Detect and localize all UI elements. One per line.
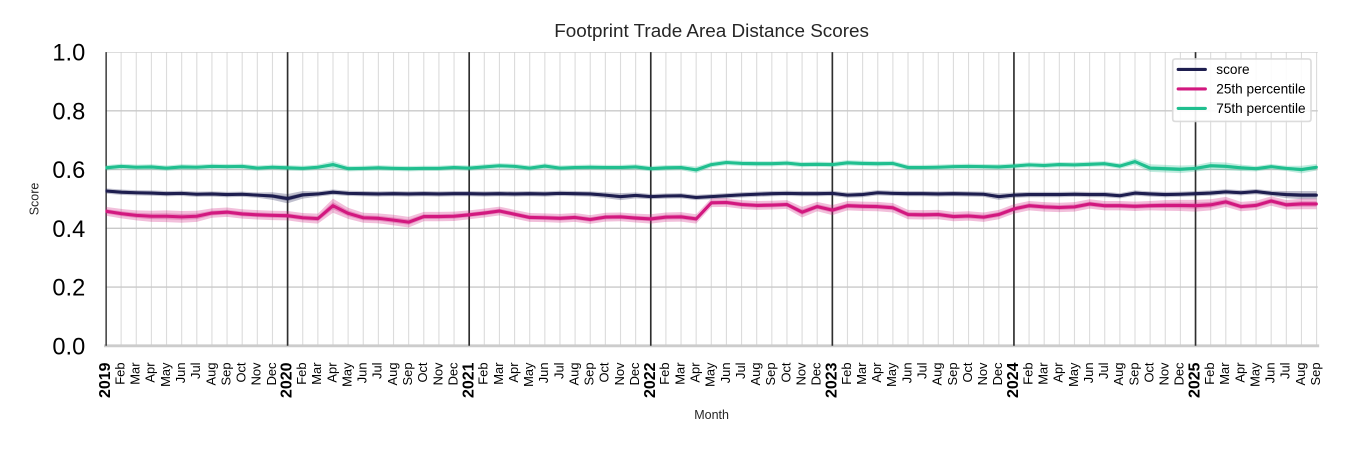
svg-text:Jul: Jul	[1096, 362, 1111, 379]
svg-text:Nov: Nov	[612, 362, 627, 385]
svg-text:75th percentile: 75th percentile	[1216, 101, 1305, 116]
svg-text:0.4: 0.4	[52, 217, 85, 243]
svg-text:Nov: Nov	[249, 362, 264, 385]
svg-text:2022: 2022	[642, 362, 659, 398]
svg-text:Aug: Aug	[566, 362, 581, 385]
svg-text:Sep: Sep	[1308, 362, 1323, 385]
svg-text:1.0: 1.0	[52, 41, 85, 67]
svg-text:Aug: Aug	[930, 362, 945, 385]
svg-text:May: May	[1247, 362, 1262, 387]
svg-text:Sep: Sep	[945, 362, 960, 385]
svg-text:Jul: Jul	[1278, 362, 1293, 379]
svg-text:Feb: Feb	[839, 362, 854, 384]
svg-text:Oct: Oct	[415, 362, 430, 382]
svg-text:Jun: Jun	[1263, 362, 1278, 383]
svg-text:May: May	[703, 362, 718, 387]
svg-text:Jun: Jun	[899, 362, 914, 383]
svg-text:Mar: Mar	[491, 362, 506, 385]
svg-text:Feb: Feb	[476, 362, 491, 384]
svg-text:Jul: Jul	[733, 362, 748, 379]
svg-text:Dec: Dec	[264, 362, 279, 385]
svg-text:Aug: Aug	[385, 362, 400, 385]
svg-text:Nov: Nov	[1157, 362, 1172, 385]
svg-text:Dec: Dec	[445, 362, 460, 385]
svg-text:2021: 2021	[460, 362, 477, 398]
svg-text:Oct: Oct	[960, 362, 975, 382]
svg-text:Apr: Apr	[688, 362, 703, 383]
svg-text:2024: 2024	[1005, 362, 1022, 398]
svg-text:Apr: Apr	[1232, 362, 1247, 383]
svg-text:Jul: Jul	[370, 362, 385, 379]
svg-text:Jul: Jul	[914, 362, 929, 379]
svg-text:May: May	[1066, 362, 1081, 387]
svg-text:2019: 2019	[97, 362, 114, 398]
svg-text:Footprint Trade Area Distance: Footprint Trade Area Distance Scores	[554, 21, 869, 42]
svg-text:Feb: Feb	[1020, 362, 1035, 384]
svg-text:Jun: Jun	[1081, 362, 1096, 383]
svg-text:0.8: 0.8	[52, 99, 85, 125]
svg-text:Jun: Jun	[718, 362, 733, 383]
svg-text:Dec: Dec	[627, 362, 642, 385]
svg-text:Jun: Jun	[355, 362, 370, 383]
svg-text:Oct: Oct	[778, 362, 793, 382]
svg-text:May: May	[521, 362, 536, 387]
svg-text:May: May	[158, 362, 173, 387]
svg-text:Dec: Dec	[809, 362, 824, 385]
svg-text:Sep: Sep	[400, 362, 415, 385]
svg-text:Mar: Mar	[854, 362, 869, 385]
svg-text:Nov: Nov	[975, 362, 990, 385]
svg-text:2023: 2023	[823, 362, 840, 398]
svg-text:2020: 2020	[279, 362, 296, 398]
svg-text:0.2: 0.2	[52, 276, 85, 302]
svg-text:Aug: Aug	[203, 362, 218, 385]
svg-text:Oct: Oct	[1141, 362, 1156, 382]
svg-text:0.0: 0.0	[52, 334, 85, 360]
svg-text:Sep: Sep	[582, 362, 597, 385]
svg-text:Aug: Aug	[748, 362, 763, 385]
svg-text:Mar: Mar	[128, 362, 143, 385]
svg-text:Apr: Apr	[1051, 362, 1066, 383]
svg-text:Mar: Mar	[1217, 362, 1232, 385]
svg-text:Apr: Apr	[324, 362, 339, 383]
svg-text:May: May	[884, 362, 899, 387]
svg-text:Mar: Mar	[1036, 362, 1051, 385]
svg-text:Feb: Feb	[1202, 362, 1217, 384]
svg-text:Sep: Sep	[218, 362, 233, 385]
svg-text:Sep: Sep	[1126, 362, 1141, 385]
svg-text:Nov: Nov	[430, 362, 445, 385]
svg-text:Apr: Apr	[143, 362, 158, 383]
svg-text:Apr: Apr	[506, 362, 521, 383]
svg-text:score: score	[1216, 62, 1249, 77]
svg-text:Oct: Oct	[234, 362, 249, 382]
svg-text:Jun: Jun	[173, 362, 188, 383]
svg-text:Dec: Dec	[1172, 362, 1187, 385]
svg-text:Jun: Jun	[536, 362, 551, 383]
svg-text:Nov: Nov	[793, 362, 808, 385]
svg-text:Dec: Dec	[990, 362, 1005, 385]
svg-text:Jul: Jul	[188, 362, 203, 379]
svg-text:May: May	[339, 362, 354, 387]
svg-text:Apr: Apr	[869, 362, 884, 383]
svg-text:Mar: Mar	[672, 362, 687, 385]
svg-text:Sep: Sep	[763, 362, 778, 385]
svg-text:Feb: Feb	[112, 362, 127, 384]
svg-text:Feb: Feb	[657, 362, 672, 384]
svg-text:0.6: 0.6	[52, 158, 85, 184]
svg-text:Mar: Mar	[309, 362, 324, 385]
svg-text:2025: 2025	[1187, 362, 1204, 398]
svg-text:25th percentile: 25th percentile	[1216, 82, 1305, 97]
svg-text:Score: Score	[28, 183, 42, 216]
svg-text:Month: Month	[694, 408, 729, 422]
svg-text:Aug: Aug	[1293, 362, 1308, 385]
svg-text:Aug: Aug	[1111, 362, 1126, 385]
svg-text:Feb: Feb	[294, 362, 309, 384]
svg-text:Oct: Oct	[597, 362, 612, 382]
svg-text:Jul: Jul	[551, 362, 566, 379]
